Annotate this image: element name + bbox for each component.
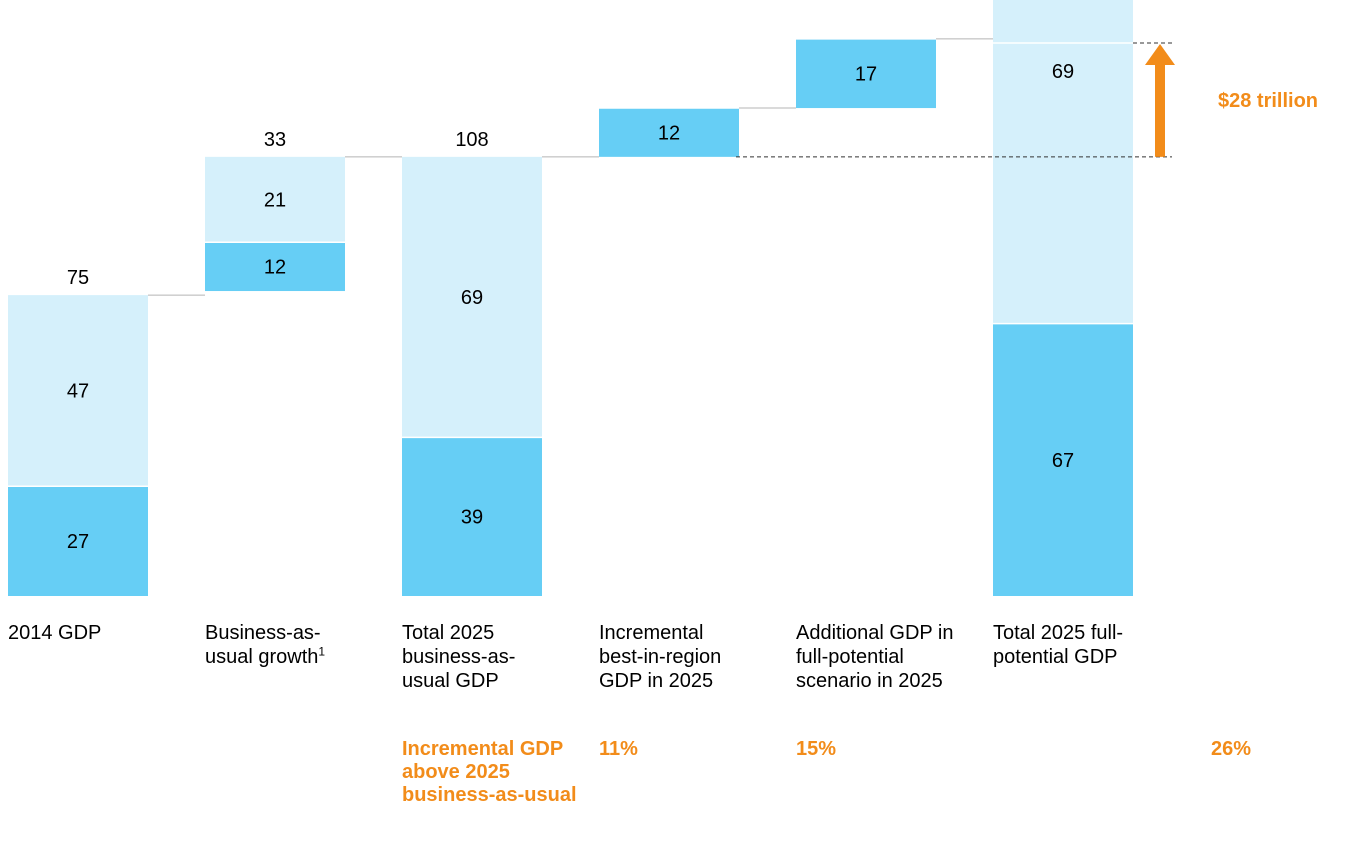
bar-segment xyxy=(205,242,345,292)
category-label-incremental-best-in-region: Incremental best-in-region GDP in 2025 xyxy=(599,622,722,692)
pct-additional-gdp: 15% xyxy=(796,738,837,760)
waterfall-chart: 274775122133396910812176769136$28 trilli… xyxy=(8,0,1318,596)
data-label: 12 xyxy=(658,122,680,144)
bar-segment xyxy=(8,295,148,487)
data-label: 69 xyxy=(1052,61,1074,83)
data-label: 69 xyxy=(461,287,483,309)
data-label: 47 xyxy=(67,381,89,403)
pct-best-in-region: 11% xyxy=(599,738,638,760)
bar-segment xyxy=(402,156,542,438)
pct-total: 26% xyxy=(1211,738,1252,760)
bar-segment xyxy=(796,38,936,109)
bar-segment xyxy=(8,486,148,596)
bar-segment xyxy=(599,108,739,157)
annotation-label: $28 trillion xyxy=(1218,90,1318,112)
incremental-gdp-title: Incremental GDP above 2025 business-as-u… xyxy=(402,738,577,806)
category-label-total-2025-bau-gdp: Total 2025 business-as-usual GDP xyxy=(402,622,516,692)
data-label: 27 xyxy=(67,531,89,553)
data-label: 12 xyxy=(264,257,286,279)
bar-segment xyxy=(402,437,542,596)
data-label: 67 xyxy=(1052,450,1074,472)
total-label: 108 xyxy=(455,129,488,151)
data-label: 17 xyxy=(855,63,877,85)
category-label-text: Business-as-usual growth xyxy=(205,622,321,668)
data-label: 21 xyxy=(264,190,286,212)
total-label: 33 xyxy=(264,129,286,151)
arrow-head-icon xyxy=(1145,44,1175,65)
category-label-additional-gdp: Additional GDP in full-potential scenari… xyxy=(796,622,954,692)
total-label: 75 xyxy=(67,267,89,289)
category-label-total-2025-full-potential: Total 2025 full-potential GDP xyxy=(993,622,1124,668)
bar-segment xyxy=(205,156,345,243)
data-label: 39 xyxy=(461,507,483,529)
bar-segment xyxy=(993,323,1133,596)
category-label-business-as-usual-growth: Business-as-usual growth1 xyxy=(205,621,355,669)
category-label-2014-gdp: 2014 GDP xyxy=(8,622,102,644)
bar-segment xyxy=(993,0,1133,43)
footnote-marker: 1 xyxy=(318,644,326,659)
bar-segment xyxy=(993,43,1133,324)
arrow-shaft xyxy=(1155,63,1165,157)
